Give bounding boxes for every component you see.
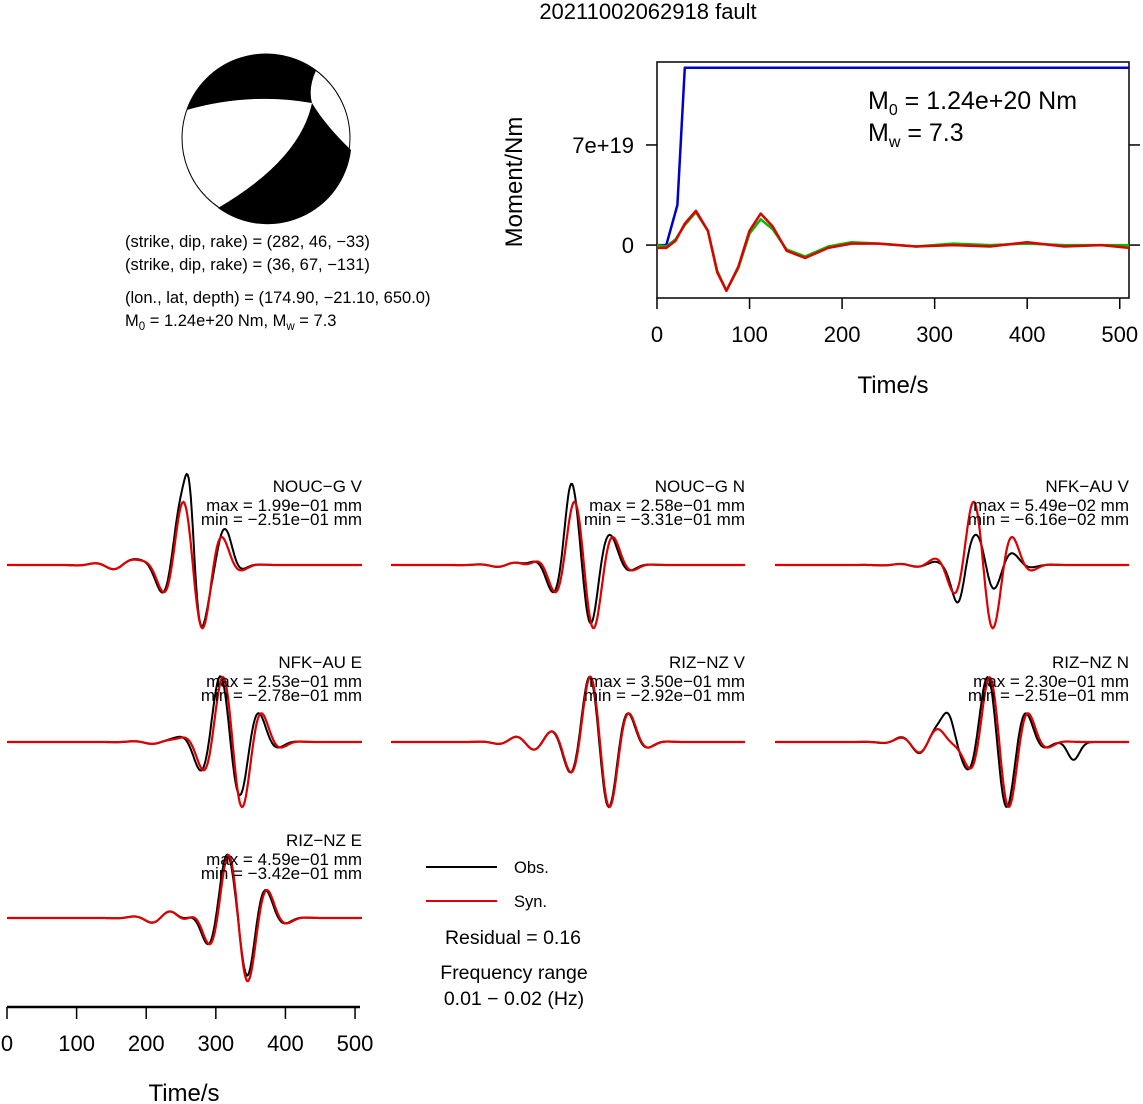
residual-text: Residual = 0.16 — [445, 927, 581, 949]
trace-syn-line — [775, 675, 1129, 808]
moment-xtick-label: 200 — [824, 322, 861, 347]
beachball — [181, 53, 351, 225]
frequency-title: Frequency range — [440, 962, 587, 984]
trace-max-label: max = 4.59e−01 mm — [206, 850, 362, 869]
figure-title: 20211002062918 fault — [539, 0, 756, 24]
trace-max-label: max = 3.50e−01 mm — [589, 672, 745, 691]
trace-max-label: max = 2.53e−01 mm — [206, 672, 362, 691]
bottom-xtick-label: 400 — [267, 1031, 304, 1056]
nodal-plane-1: (strike, dip, rake) = (282, 46, −33) — [125, 233, 370, 251]
bottom-xlabel: Time/s — [148, 1080, 219, 1104]
bottom-xtick-label: 500 — [337, 1031, 374, 1056]
trace-station-label: NOUC−G N — [655, 477, 745, 496]
mechanism-info: (strike, dip, rake) = (282, 46, −33) (st… — [125, 233, 430, 333]
trace-station-label: RIZ−NZ E — [286, 831, 362, 850]
moment-mw-annotation: Mw = 7.3 — [868, 119, 964, 151]
moment-m0-annotation: M0 = 1.24e+20 Nm — [868, 87, 1077, 119]
location-depth: (lon., lat, depth) = (174.90, −21.10, 65… — [125, 289, 430, 307]
trace-station-label: NOUC−G V — [273, 477, 363, 496]
trace-syn-line — [391, 675, 745, 809]
legend-obs-label: Obs. — [514, 859, 549, 877]
bottom-xtick-label: 100 — [58, 1031, 95, 1056]
trace-station-label: NFK−AU E — [278, 653, 362, 672]
moment-ytick-label: 0 — [622, 233, 634, 258]
trace-min-label: min = −2.51e−01 mm — [201, 510, 362, 529]
trace-station-label: RIZ−NZ N — [1052, 653, 1129, 672]
moment-series — [656, 66, 1130, 293]
nodal-plane-2: (strike, dip, rake) = (36, 67, −131) — [125, 256, 370, 274]
bottom-xticks: 0 100 200 300 400 500 — [1, 1007, 374, 1056]
moment-yticks: 0 7e+19 — [572, 133, 1140, 258]
trace-max-label: max = 2.58e−01 mm — [589, 496, 745, 515]
trace-min-label: min = −2.51e−01 mm — [968, 686, 1129, 705]
moment-panel-frame — [656, 61, 1130, 299]
moment-rate-syn-line — [657, 209, 1130, 293]
beachball-compression-upper — [186, 53, 316, 110]
moment-ytick-label: 7e+19 — [572, 133, 634, 158]
moment-xtick-label: 0 — [651, 322, 663, 347]
bottom-xtick-label: 0 — [1, 1031, 13, 1056]
trace-max-label: max = 1.99e−01 mm — [206, 496, 362, 515]
moment-xtick-label: 100 — [731, 322, 768, 347]
moment-magnitude-line: M0 = 1.24e+20 Nm, Mw = 7.3 — [125, 312, 336, 333]
moment-xtick-label: 500 — [1101, 322, 1138, 347]
moment-panel: Moment/Nm 0 7e+19 0 100 200 300 400 500 Time/s… — [501, 61, 1140, 399]
bottom-xtick-label: 200 — [128, 1031, 165, 1056]
frequency-range: 0.01 − 0.02 (Hz) — [444, 988, 584, 1010]
legend: Obs. Syn. — [426, 859, 549, 911]
trace-max-label: max = 5.49e−02 mm — [973, 496, 1129, 515]
bottom-time-axis: 0 100 200 300 400 500 Time/s — [1, 1005, 374, 1104]
moment-ylabel: Moment/Nm — [501, 117, 528, 248]
trace-syn-line — [7, 853, 362, 983]
trace-min-label: min = −3.31e−01 mm — [584, 510, 745, 529]
trace-syn-line — [7, 500, 362, 630]
bottom-xtick-label: 300 — [197, 1031, 234, 1056]
trace-min-label: min = −2.78e−01 mm — [201, 686, 362, 705]
trace-station-label: NFK−AU V — [1045, 477, 1129, 496]
trace-min-label: min = −6.16e−02 mm — [968, 510, 1129, 529]
trace-syn-line — [775, 500, 1129, 630]
trace-max-label: max = 2.30e−01 mm — [973, 672, 1129, 691]
trace-min-label: min = −3.42e−01 mm — [201, 864, 362, 883]
moment-rate-obs-line — [656, 210, 1129, 293]
moment-xlabel: Time/s — [857, 372, 928, 399]
moment-xtick-label: 300 — [916, 322, 953, 347]
trace-syn-line — [391, 500, 745, 630]
trace-station-label: RIZ−NZ V — [669, 653, 746, 672]
trace-min-label: min = −2.92e−01 mm — [584, 686, 745, 705]
trace-syn-line — [7, 675, 362, 809]
beachball-compression-lower — [218, 103, 351, 225]
legend-syn-label: Syn. — [514, 893, 547, 911]
moment-xtick-label: 400 — [1009, 322, 1046, 347]
moment-xticks: 0 100 200 300 400 500 — [651, 298, 1138, 347]
